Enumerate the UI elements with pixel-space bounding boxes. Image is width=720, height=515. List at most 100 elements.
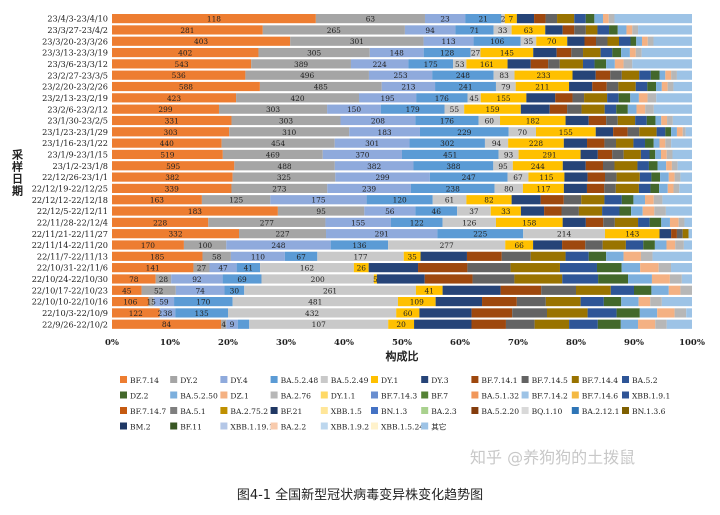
bar-segment xyxy=(620,319,639,329)
bar-segment xyxy=(638,297,651,307)
bar-segment xyxy=(239,229,327,239)
legend-swatch xyxy=(120,391,127,399)
data-label: 71 xyxy=(470,26,479,35)
bar-segment xyxy=(416,93,468,103)
data-label: 21 xyxy=(479,15,488,24)
bar-segment xyxy=(639,308,658,318)
bar-segment xyxy=(632,59,692,69)
bar-segment xyxy=(640,263,659,273)
bar-segment xyxy=(651,172,661,182)
bar-segment xyxy=(614,161,638,171)
bar-segment xyxy=(112,297,149,307)
bar-segment xyxy=(508,127,536,137)
bar-segment xyxy=(511,25,546,35)
bar-segment xyxy=(559,59,583,69)
data-label: 177 xyxy=(353,252,367,261)
bar-segment xyxy=(671,138,692,148)
bar-segment xyxy=(112,25,263,35)
data-label: 15 xyxy=(146,298,156,307)
category-label: 22/11/14-22/11/20 xyxy=(32,240,108,250)
data-label: 2 xyxy=(157,309,162,318)
bar-segment xyxy=(284,251,318,261)
data-label: 100 xyxy=(198,241,212,250)
bar-segment xyxy=(650,70,660,80)
bar-segment xyxy=(618,93,631,103)
bar-segment xyxy=(639,172,652,182)
bar-segment xyxy=(234,161,335,171)
bar-segment xyxy=(668,285,681,295)
data-label: 5 xyxy=(373,275,378,284)
bar-segment xyxy=(585,14,595,24)
bar-segment xyxy=(580,149,598,160)
data-label: 162 xyxy=(300,264,314,273)
bar-segment xyxy=(582,59,595,69)
bar-segment xyxy=(545,297,581,307)
bar-segment xyxy=(112,70,246,80)
figure-caption: 图4-1 全国新型冠状病毒变异株变化趋势图 xyxy=(236,488,484,503)
bar-segment xyxy=(224,285,245,295)
legend-label: BF.7.14.4 xyxy=(582,376,618,385)
bar-segment xyxy=(482,297,517,307)
legend-swatch xyxy=(421,407,429,414)
bar-segment xyxy=(638,25,692,35)
x-tick-label: 80% xyxy=(566,338,586,348)
data-label: 95 xyxy=(498,162,508,171)
bar-segment xyxy=(563,183,587,193)
data-label: 60 xyxy=(485,116,495,125)
bar-segment xyxy=(495,217,563,227)
bar-segment xyxy=(424,274,473,284)
legend-label: BA.2.75.2 xyxy=(230,407,268,416)
bar-segment xyxy=(471,319,506,329)
data-label: 79 xyxy=(501,83,511,92)
data-label: 208 xyxy=(371,116,385,125)
bar-segment xyxy=(226,240,331,250)
bar-segment xyxy=(627,104,637,114)
bar-segment xyxy=(565,251,589,261)
bar-segment xyxy=(627,127,640,137)
data-label: 78 xyxy=(129,275,139,284)
bar-segment xyxy=(500,115,566,126)
bar-segment xyxy=(646,115,656,126)
data-label: 388 xyxy=(446,162,460,171)
bar-segment xyxy=(645,138,654,148)
bar-segment xyxy=(457,206,491,216)
bar-segment xyxy=(681,274,692,284)
bar-segment xyxy=(659,70,666,80)
bar-segment xyxy=(641,36,648,46)
bar-segment xyxy=(366,195,433,205)
data-label: 63 xyxy=(366,15,376,24)
bar-segment xyxy=(408,59,454,69)
x-tick-label: 100% xyxy=(679,338,705,348)
bar-segment xyxy=(612,47,622,58)
data-label: 118 xyxy=(207,15,221,24)
bar-segment xyxy=(639,127,657,137)
data-label: 126 xyxy=(462,218,476,227)
data-label: 27 xyxy=(197,264,207,273)
legend-label: BA.5.2 xyxy=(632,376,658,385)
data-label: 55 xyxy=(450,105,460,114)
data-label: 109 xyxy=(410,298,424,307)
bar-segment xyxy=(334,138,410,148)
bar-segment xyxy=(480,47,534,58)
data-label: 291 xyxy=(543,150,557,159)
bar-segment xyxy=(415,115,479,126)
bar-segment xyxy=(270,195,367,205)
bar-segment xyxy=(229,127,350,137)
data-label: 233 xyxy=(536,71,550,80)
bar-segment xyxy=(435,297,483,307)
bar-segment xyxy=(686,308,692,318)
bar-segment xyxy=(653,195,663,205)
bar-segment xyxy=(578,206,603,216)
bar-segment xyxy=(655,319,667,329)
bar-segment xyxy=(562,240,586,250)
data-label: 155 xyxy=(559,128,573,137)
bar-segment xyxy=(418,263,468,273)
bar-segment xyxy=(649,217,662,227)
bar-segment xyxy=(602,240,626,250)
bar-segment xyxy=(494,183,523,193)
bar-segment xyxy=(661,81,668,92)
bar-segment xyxy=(660,172,669,182)
data-label: 33 xyxy=(501,207,511,216)
bar-segment xyxy=(424,14,466,24)
